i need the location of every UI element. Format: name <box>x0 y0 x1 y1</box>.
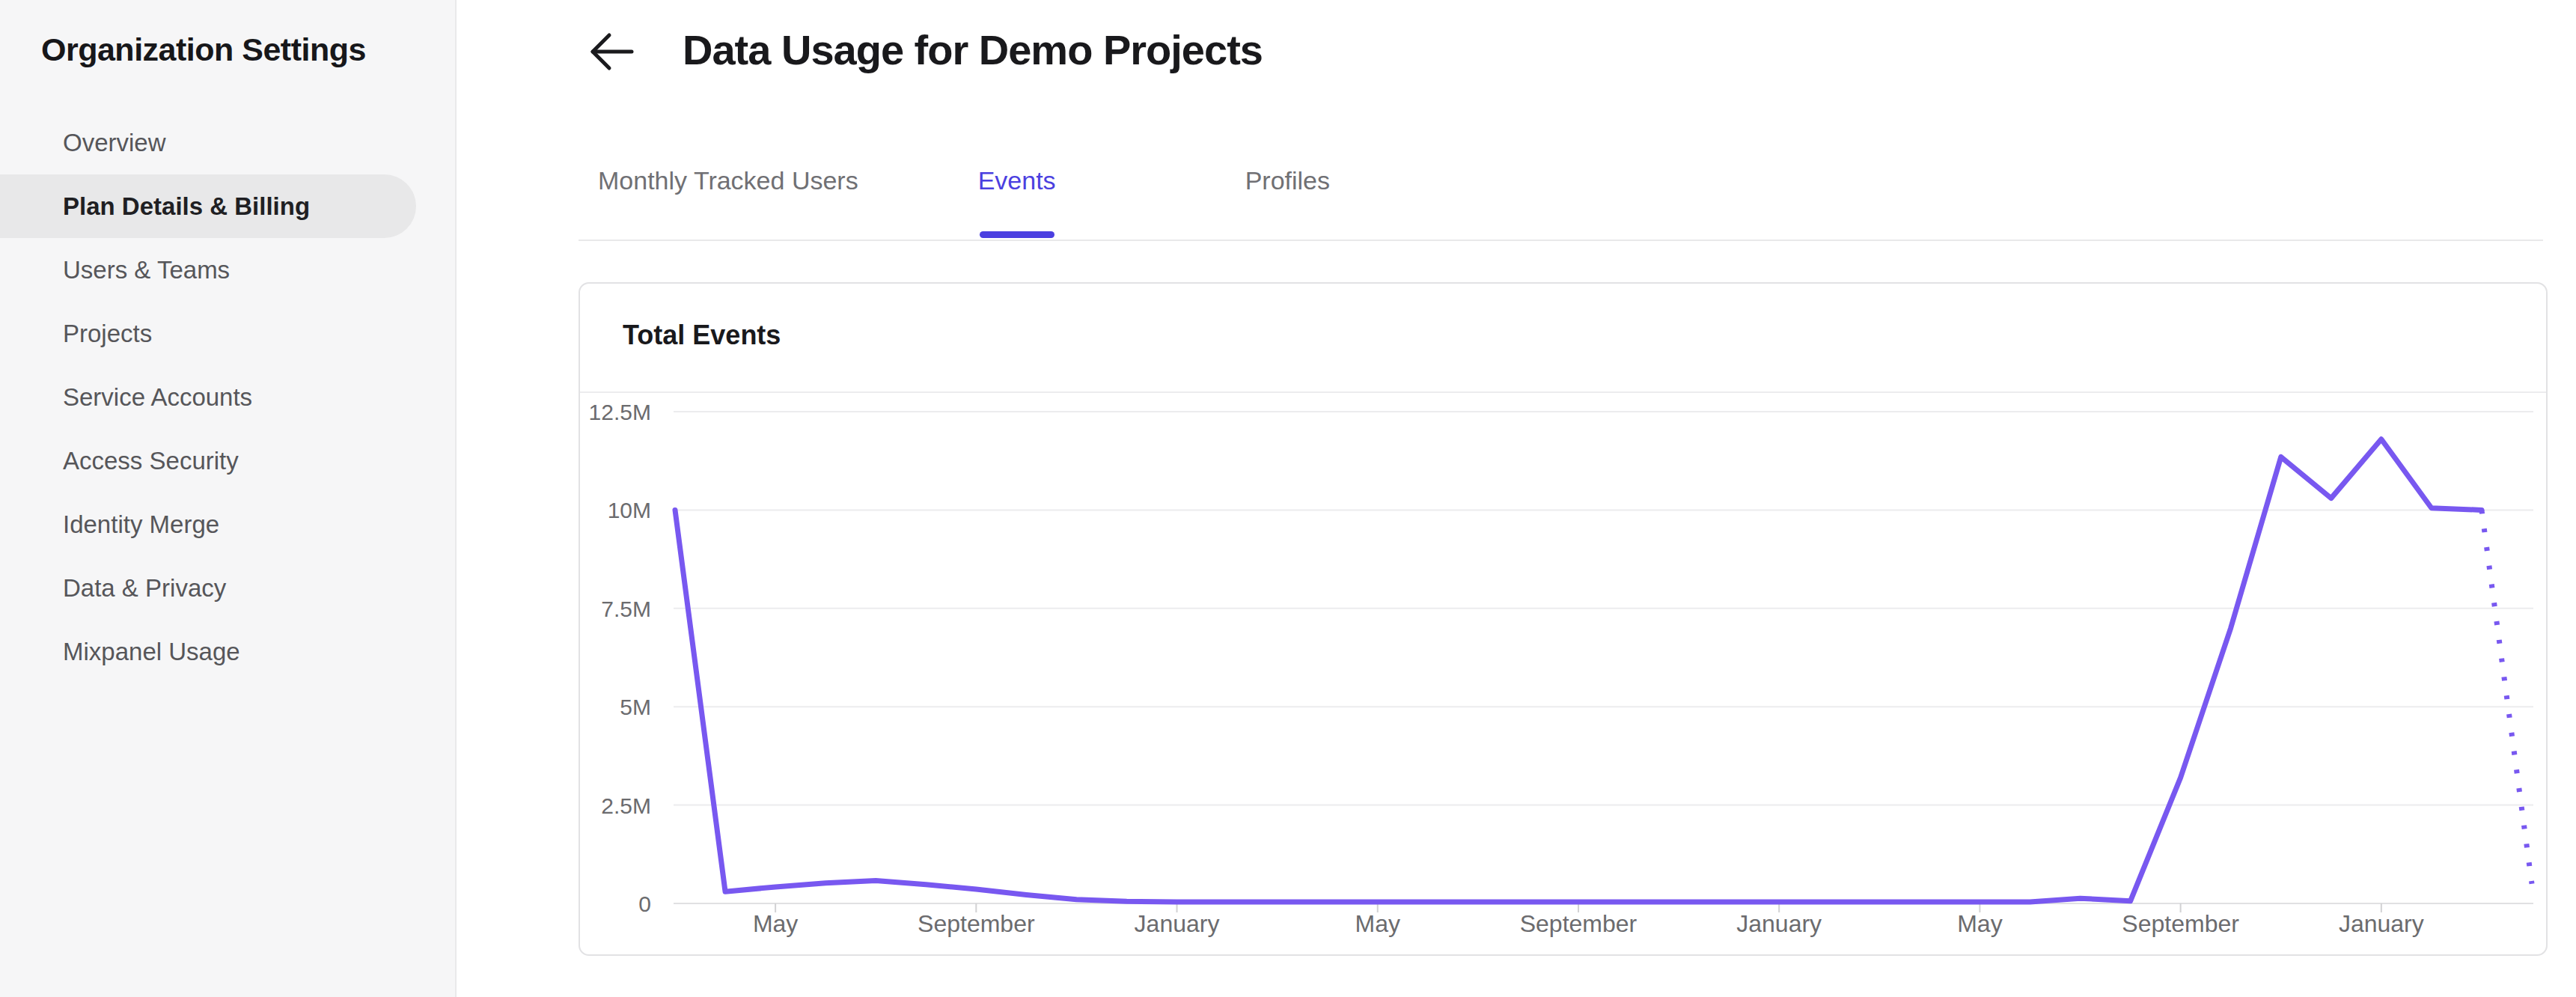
x-axis-label-7: September <box>2122 910 2239 937</box>
active-tab-indicator <box>980 231 1054 238</box>
tab-bar: Monthly Tracked Users Events Profiles <box>598 166 1330 195</box>
x-axis-label-6: May <box>1957 910 2002 937</box>
sidebar-item-service-accounts[interactable]: Service Accounts <box>0 365 455 429</box>
sidebar-nav: Overview Plan Details & Billing Users & … <box>0 111 455 683</box>
sidebar-item-access-security[interactable]: Access Security <box>0 429 455 493</box>
sidebar-item-plan-details-billing[interactable]: Plan Details & Billing <box>0 174 416 238</box>
sidebar-item-projects[interactable]: Projects <box>0 302 455 365</box>
y-axis-label-5M: 5M <box>620 695 651 719</box>
sidebar: Organization Settings Overview Plan Deta… <box>0 0 457 997</box>
events-line-chart[interactable]: 0 2.5M 5M 7.5M 10M 12.5M May September January Ma… <box>580 391 2546 954</box>
back-button[interactable] <box>585 30 638 75</box>
total-events-title: Total Events <box>623 320 781 351</box>
y-axis-label-0: 0 <box>638 891 651 916</box>
usage-card: Total Events 0 2.5M 5M 7.5M 10M 12.5M May Septe… <box>579 282 2548 956</box>
events-series-line <box>675 439 2482 902</box>
tabs-divider <box>579 240 2543 241</box>
x-axis-label-8: January <box>2339 910 2424 937</box>
x-axis-label-5: January <box>1736 910 1822 937</box>
x-axis-label-0: May <box>753 910 798 937</box>
sidebar-title: Organization Settings <box>41 31 366 68</box>
y-axis-label-10M: 10M <box>608 498 651 522</box>
tab-events[interactable]: Events <box>978 166 1056 195</box>
x-axis-label-4: September <box>1520 910 1638 937</box>
y-axis-label-2.5M: 2.5M <box>601 793 651 818</box>
arrow-left-icon <box>588 32 635 73</box>
sidebar-item-users-teams[interactable]: Users & Teams <box>0 238 455 302</box>
page-title: Data Usage for Demo Projects <box>683 25 1263 74</box>
x-axis-label-2: January <box>1135 910 1220 937</box>
tab-profiles[interactable]: Profiles <box>1245 166 1330 195</box>
events-series-projected-line <box>2482 510 2532 883</box>
sidebar-item-identity-merge[interactable]: Identity Merge <box>0 493 455 556</box>
sidebar-item-mixpanel-usage[interactable]: Mixpanel Usage <box>0 620 455 683</box>
sidebar-item-overview[interactable]: Overview <box>0 111 455 174</box>
x-axis-label-3: May <box>1355 910 1400 937</box>
tab-monthly-tracked-users[interactable]: Monthly Tracked Users <box>598 166 858 195</box>
y-axis-label-7.5M: 7.5M <box>601 597 651 621</box>
x-axis-label-1: September <box>918 910 1035 937</box>
tab-events-label: Events <box>978 166 1056 195</box>
y-axis-label-12.5M: 12.5M <box>589 400 651 424</box>
sidebar-item-data-privacy[interactable]: Data & Privacy <box>0 556 455 620</box>
